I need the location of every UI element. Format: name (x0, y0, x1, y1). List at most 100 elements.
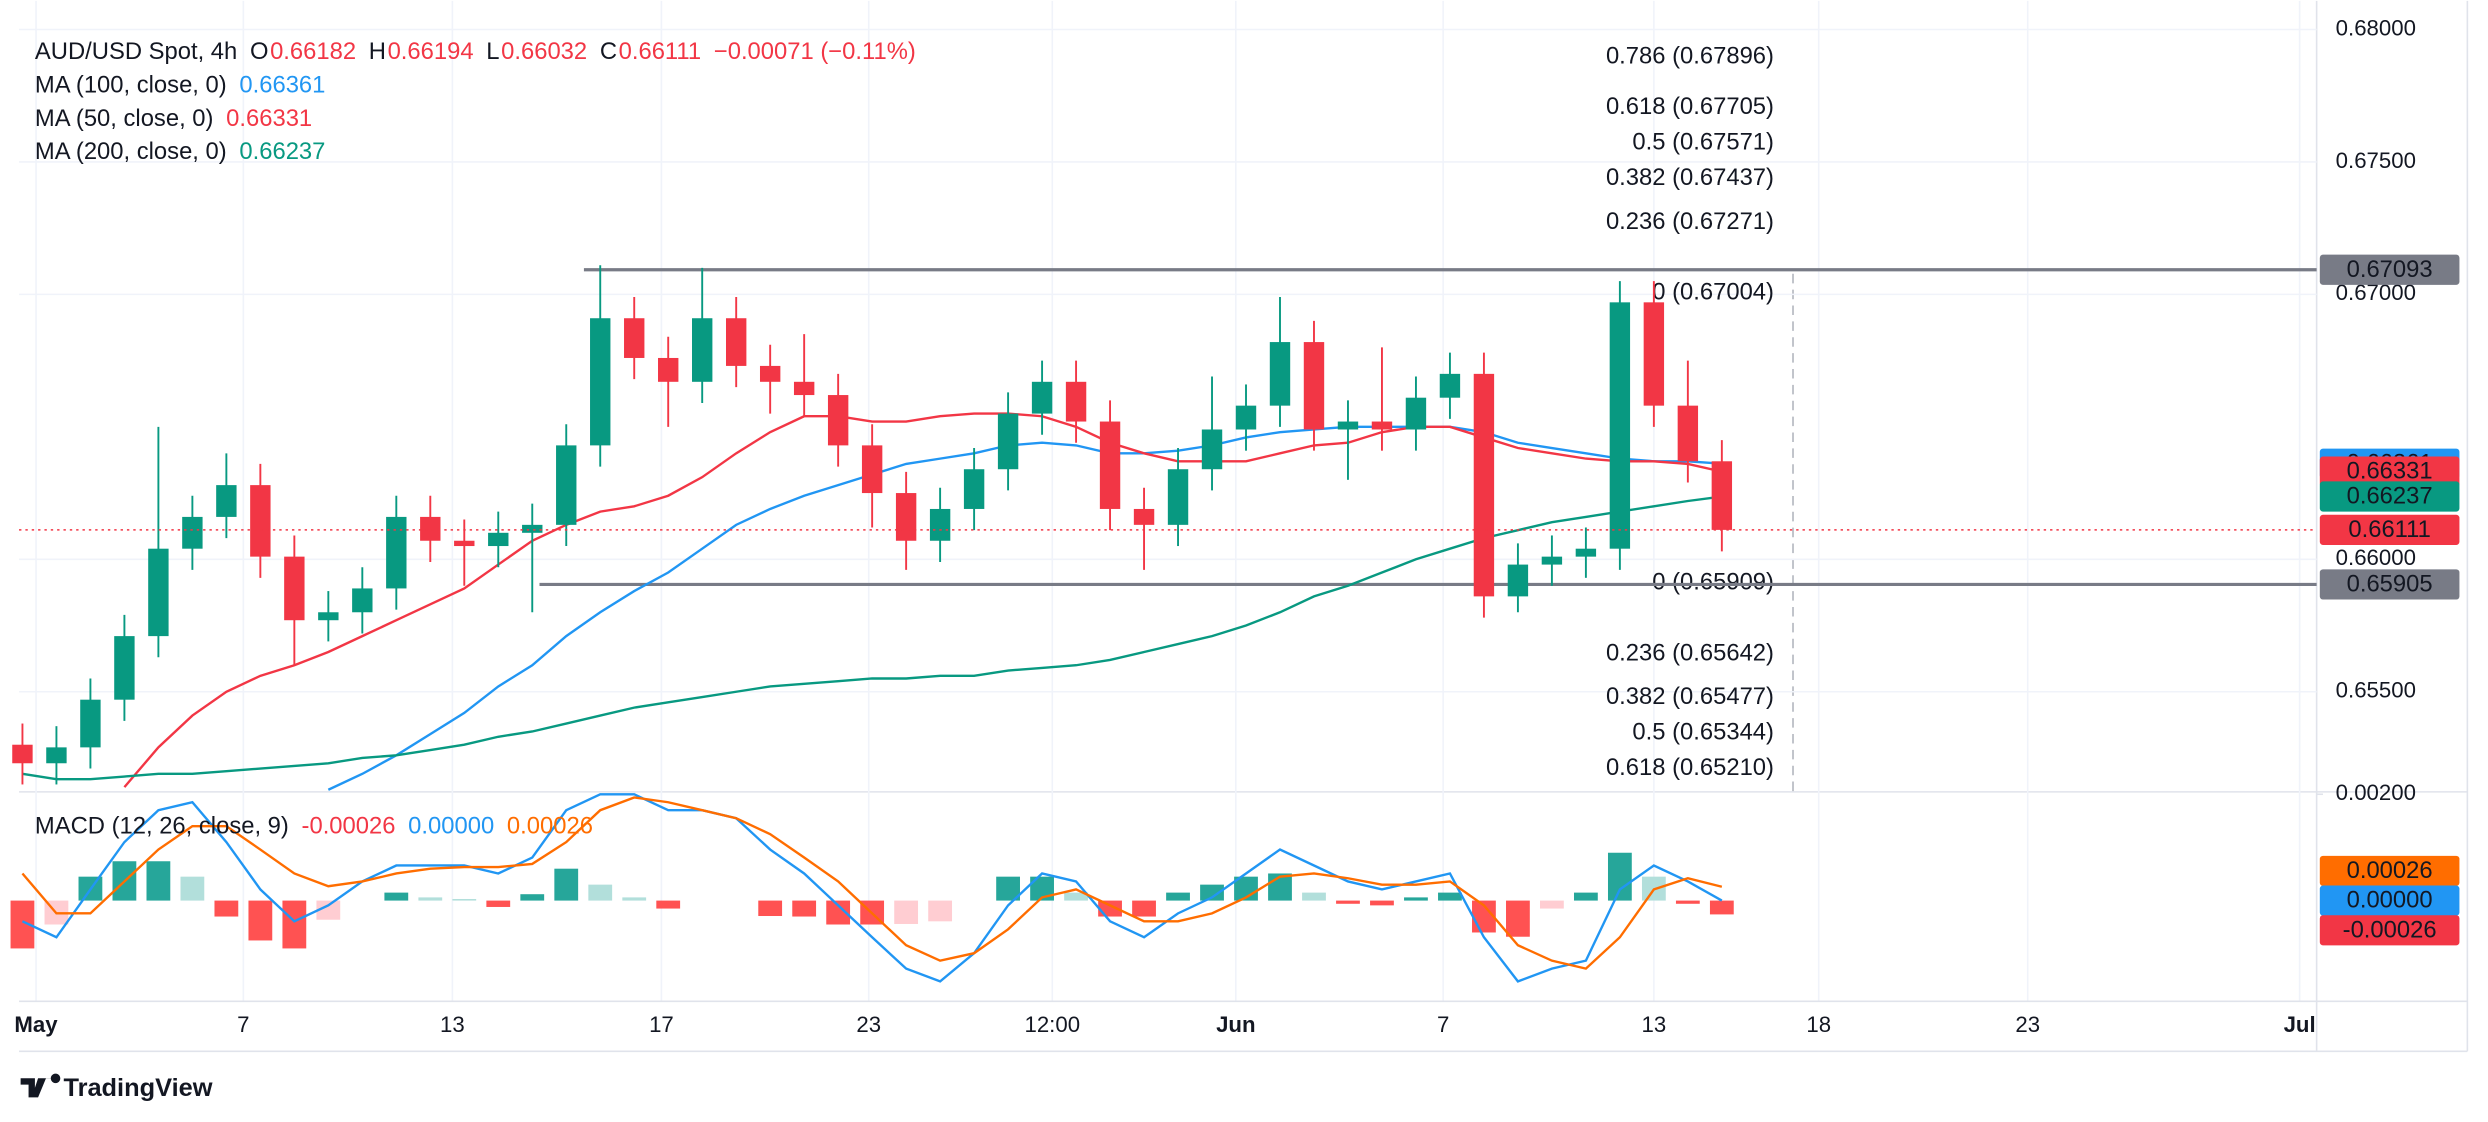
header-item: C (600, 39, 617, 66)
price-badge (2319, 569, 2460, 600)
candle-body (1303, 342, 1325, 430)
candle-body (590, 318, 611, 446)
price-badge-label: 0.66111 (2348, 516, 2431, 543)
header-item: AUD/USD Spot, 4h (35, 39, 237, 66)
price-badge (2319, 254, 2460, 285)
fib-label: 0 (0.65909) (1652, 569, 1774, 596)
candle-body (1507, 564, 1529, 597)
candle-body (827, 395, 849, 446)
candle-body (1439, 373, 1461, 398)
candle-body (963, 469, 985, 509)
histogram-bar (1709, 900, 1734, 915)
histogram-bar (1200, 884, 1224, 901)
candle-body (284, 556, 305, 621)
candle-body (1473, 373, 1495, 597)
candle-body (12, 744, 33, 764)
header-item: H (369, 39, 386, 66)
candle-body (1201, 429, 1223, 470)
histogram-bar (486, 900, 511, 907)
ma-legend-value: 0.66331 (226, 105, 312, 132)
price-badge (2319, 456, 2460, 487)
price-badge-label: -0.00026 (2343, 916, 2437, 943)
candle-body (46, 747, 67, 764)
candle-body (1643, 302, 1665, 406)
x-tick-label: 23 (856, 1012, 881, 1037)
x-tick-label: May (14, 1012, 58, 1037)
histogram-bar (316, 900, 341, 920)
candle-body (216, 485, 237, 517)
histogram-bar (622, 897, 647, 901)
header-item: 0.66032 (501, 39, 587, 66)
histogram-bar (248, 900, 273, 941)
x-tick-label: 7 (237, 1012, 249, 1037)
ma-legend: MA (200, close, 0) 0.66237 (35, 138, 326, 165)
candle-body (1575, 548, 1597, 557)
candle-body (658, 357, 679, 382)
x-tick-label: Jun (1216, 1012, 1255, 1037)
moving-average (22, 495, 1723, 781)
macd-legend: MACD (12, 26, close, 9) -0.00026 0.00000 0.… (35, 813, 593, 840)
signal-line (21, 796, 1723, 970)
header-item: O (250, 39, 269, 66)
price-badge (2319, 915, 2460, 946)
histogram-bar (282, 900, 307, 949)
candle-body (522, 524, 543, 533)
histogram-bar (418, 897, 443, 901)
y-tick-label: 0.67500 (2336, 148, 2416, 173)
fib-label: 0.382 (0.67437) (1606, 164, 1774, 191)
header-item: 0.66182 (270, 39, 356, 66)
ma-legend-value: 0.66361 (239, 72, 325, 99)
fib-label: 0.618 (0.65210) (1606, 754, 1774, 781)
candle-body (1337, 421, 1359, 430)
macd-legend-value: 0.00000 (408, 813, 494, 840)
x-tick-label: 13 (1642, 1012, 1667, 1037)
macd-legend-title: MACD (12, 26, close, 9) (35, 813, 289, 840)
candle-body (182, 516, 203, 549)
candle-body (1609, 302, 1631, 549)
histogram-bar (146, 861, 171, 901)
macd-legend-value: 0.00026 (507, 813, 593, 840)
macd-pane (10, 793, 1734, 983)
candle-body (861, 445, 883, 494)
price-badge (2319, 855, 2460, 886)
fib-label: 0.618 (0.67705) (1606, 93, 1774, 120)
grid (19, 0, 2317, 1001)
logo-text: TradingView (63, 1074, 212, 1102)
candle-body (352, 588, 373, 613)
histogram-bar (1404, 897, 1428, 901)
logo-mark (20, 1073, 61, 1098)
fib-label: 0.5 (0.67571) (1632, 128, 1774, 155)
candle-body (420, 516, 441, 541)
candle-body (1099, 421, 1121, 509)
axes: May 7 13 17 23 12:00 Jun 7 13 18 23 Jul 0.68000 0.675… (14, 15, 2460, 1037)
histogram-bar (384, 892, 409, 901)
candle-body (793, 381, 815, 396)
ohlc-header: AUD/USD Spot, 4h O 0.66182 H 0.66194 L 0.66032… (35, 39, 916, 66)
legend: AUD/USD Spot, 4h O 0.66182 H 0.66194 L 0.66032… (35, 39, 916, 840)
macd-line (21, 793, 1723, 983)
x-tick-label: 18 (1806, 1012, 1831, 1037)
y-tick-label: 0.65500 (2336, 678, 2416, 703)
header-item: −0.00071 (−0.11%) (714, 39, 916, 66)
candle-body (895, 493, 917, 541)
price-badge (2319, 481, 2460, 512)
x-tick-label: Jul (2284, 1012, 2316, 1037)
ma-legend-name: MA (100, close, 0) (35, 72, 227, 99)
moving-average (123, 412, 1723, 788)
histogram-bar (1506, 900, 1530, 937)
histogram-bar (554, 868, 579, 901)
histogram-bar (996, 876, 1020, 901)
histogram-bar (894, 900, 919, 924)
price-badge (2319, 514, 2460, 545)
candle-body (1541, 556, 1563, 565)
candle-body (1269, 342, 1291, 406)
ma-legend-name: MA (50, close, 0) (35, 105, 214, 132)
histogram-bar (1573, 892, 1598, 901)
x-tick-label: 17 (649, 1012, 674, 1037)
macd-legend-value: -0.00026 (302, 813, 396, 840)
ma-legend-value: 0.66237 (239, 138, 325, 165)
histogram-bar (826, 900, 851, 925)
y-tick-label: 0.68000 (2336, 15, 2416, 40)
